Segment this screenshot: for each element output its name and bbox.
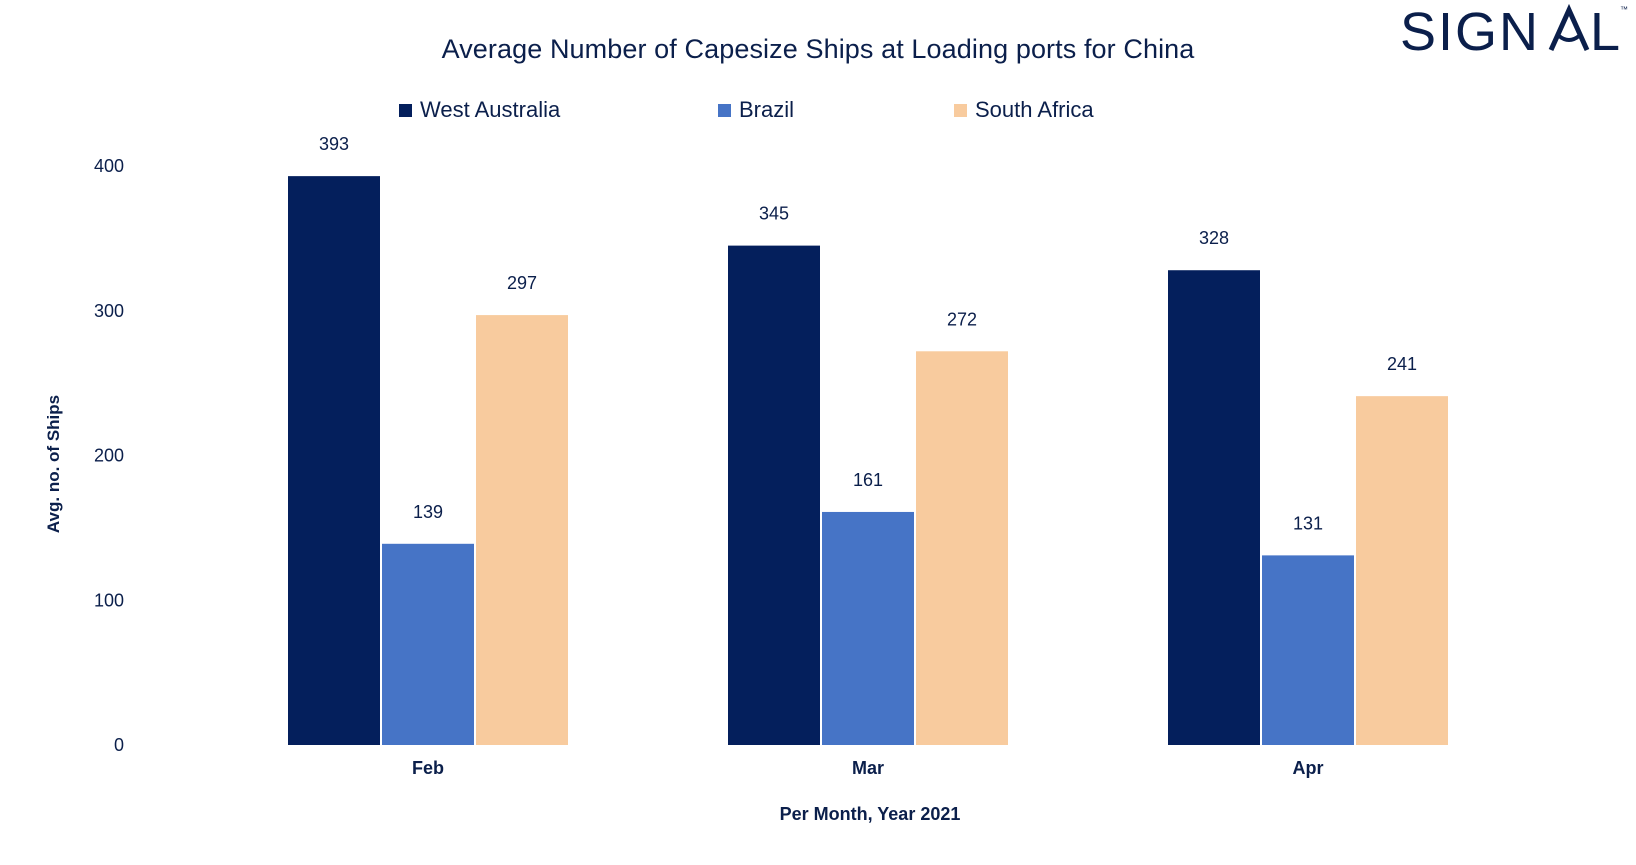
y-tick-label-400: 400 bbox=[94, 156, 124, 176]
bar-south-africa-mar bbox=[916, 351, 1008, 745]
bar-brazil-feb bbox=[382, 543, 474, 745]
y-tick-label-200: 200 bbox=[94, 446, 124, 466]
legend-label-south-africa: South Africa bbox=[975, 97, 1094, 122]
legend-item-south-africa: South Africa bbox=[954, 97, 1094, 123]
x-category-label-mar: Mar bbox=[852, 758, 884, 778]
x-category-label-apr: Apr bbox=[1293, 758, 1324, 778]
x-axis-label: Per Month, Year 2021 bbox=[779, 804, 961, 824]
data-label-south-africa-mar: 272 bbox=[947, 309, 977, 329]
logo-wordmark-left: SIGN bbox=[1400, 2, 1540, 62]
data-label-brazil-apr: 131 bbox=[1293, 513, 1323, 533]
data-label-west-australia-mar: 345 bbox=[759, 204, 789, 224]
signal-logo: SIGN L ™ bbox=[1400, 2, 1628, 62]
chart-legend: West Australia Brazil South Africa bbox=[0, 97, 1636, 127]
legend-swatch-brazil bbox=[718, 103, 731, 117]
legend-swatch-west-australia bbox=[399, 103, 412, 117]
logo-wordmark-right: L bbox=[1590, 2, 1620, 62]
bar-west-australia-mar bbox=[728, 245, 820, 746]
data-label-south-africa-apr: 241 bbox=[1387, 354, 1417, 374]
y-tick-label-0: 0 bbox=[114, 735, 124, 755]
bar-brazil-apr bbox=[1262, 555, 1354, 745]
legend-swatch-south-africa bbox=[954, 103, 967, 117]
data-label-brazil-feb: 139 bbox=[413, 502, 443, 522]
bar-west-australia-apr bbox=[1168, 270, 1260, 745]
bar-south-africa-apr bbox=[1356, 396, 1448, 745]
logo-a-mark bbox=[1548, 3, 1590, 52]
data-label-west-australia-feb: 393 bbox=[319, 134, 349, 154]
data-label-brazil-mar: 161 bbox=[853, 470, 883, 490]
data-label-west-australia-apr: 328 bbox=[1199, 228, 1229, 248]
logo-trademark: ™ bbox=[1620, 5, 1628, 14]
chart-title: Average Number of Capesize Ships at Load… bbox=[441, 34, 1195, 64]
bar-west-australia-feb bbox=[288, 176, 380, 745]
bar-brazil-mar bbox=[822, 511, 914, 745]
legend-label-west-australia: West Australia bbox=[420, 97, 561, 122]
x-category-label-feb: Feb bbox=[412, 758, 444, 778]
data-label-south-africa-feb: 297 bbox=[507, 273, 537, 293]
legend-item-brazil: Brazil bbox=[718, 97, 794, 123]
y-tick-label-300: 300 bbox=[94, 301, 124, 321]
bar-south-africa-feb bbox=[476, 315, 568, 745]
y-tick-label-100: 100 bbox=[94, 590, 124, 610]
legend-label-brazil: Brazil bbox=[739, 97, 795, 122]
legend-item-west-australia: West Australia bbox=[399, 97, 560, 123]
